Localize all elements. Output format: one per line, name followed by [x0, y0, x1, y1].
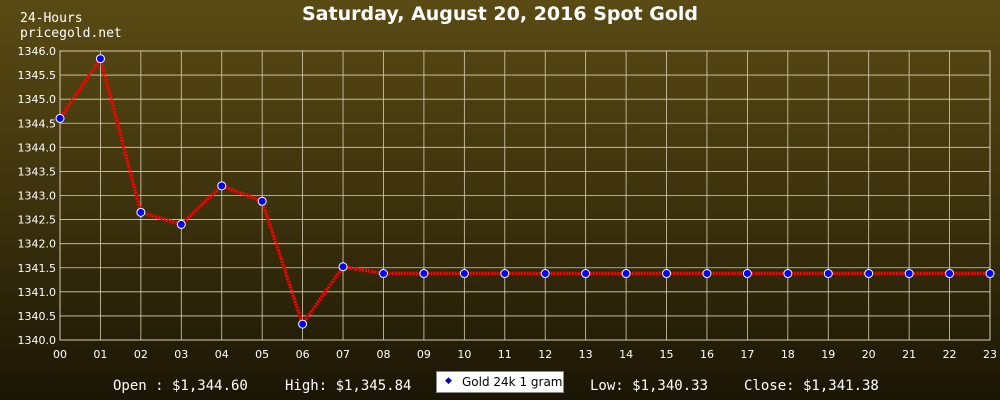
- x-tick-label: 19: [821, 348, 835, 361]
- x-tick-label: 20: [862, 348, 876, 361]
- x-tick-label: 10: [457, 348, 471, 361]
- data-point: [459, 269, 469, 279]
- x-tick-label: 13: [579, 348, 593, 361]
- data-point: [419, 269, 429, 279]
- y-tick-label: 1343.0: [18, 190, 57, 203]
- x-tick-label: 08: [376, 348, 390, 361]
- legend-label: Gold 24k 1 gram: [462, 375, 563, 389]
- data-point: [378, 269, 388, 279]
- x-tick-label: 03: [174, 348, 188, 361]
- data-point: [95, 54, 105, 64]
- legend-marker-icon: ◆: [445, 376, 452, 386]
- y-tick-label: 1342.0: [18, 238, 57, 251]
- stats-bar: Open : $1,344.60 High: $1,345.84 Low: $1…: [0, 376, 1000, 396]
- data-point: [904, 269, 914, 279]
- x-tick-label: 22: [943, 348, 957, 361]
- low-price: Low: $1,340.33: [590, 378, 709, 394]
- y-tick-label: 1340.0: [18, 334, 57, 347]
- y-tick-label: 1341.5: [18, 262, 57, 275]
- data-point: [702, 269, 712, 279]
- data-point: [985, 269, 995, 279]
- x-tick-label: 18: [781, 348, 795, 361]
- y-tick-label: 1342.5: [18, 214, 57, 227]
- period-label: 24-Hours: [20, 11, 83, 26]
- x-tick-label: 17: [740, 348, 754, 361]
- y-tick-label: 1343.5: [18, 165, 57, 178]
- x-tick-label: 12: [538, 348, 552, 361]
- data-point: [257, 196, 267, 206]
- data-point: [581, 269, 591, 279]
- data-point: [55, 113, 65, 123]
- x-tick-label: 06: [296, 348, 310, 361]
- data-point: [136, 207, 146, 217]
- data-point: [338, 262, 348, 272]
- data-point: [945, 269, 955, 279]
- data-point: [864, 269, 874, 279]
- y-tick-label: 1340.5: [18, 310, 57, 323]
- y-tick-label: 1346.0: [18, 45, 57, 58]
- x-tick-label: 02: [134, 348, 148, 361]
- data-point: [742, 269, 752, 279]
- close-price: Close: $1,341.38: [744, 378, 879, 394]
- open-price: Open : $1,344.60: [113, 378, 248, 394]
- chart-legend: ◆ Gold 24k 1 gram: [436, 371, 564, 393]
- data-point: [176, 219, 186, 229]
- y-tick-label: 1344.0: [18, 141, 57, 154]
- high-price: High: $1,345.84: [285, 378, 412, 394]
- x-tick-label: 21: [902, 348, 916, 361]
- data-point: [298, 319, 308, 329]
- x-tick-label: 14: [619, 348, 633, 361]
- x-tick-label: 15: [660, 348, 674, 361]
- data-point: [621, 269, 631, 279]
- source-label: 24-Hours pricegold.net: [20, 11, 122, 41]
- x-tick-label: 07: [336, 348, 350, 361]
- x-tick-label: 11: [498, 348, 512, 361]
- x-tick-label: 00: [53, 348, 67, 361]
- x-tick-label: 04: [215, 348, 229, 361]
- data-point: [662, 269, 672, 279]
- x-tick-label: 01: [93, 348, 107, 361]
- x-tick-label: 05: [255, 348, 269, 361]
- data-point: [217, 181, 227, 191]
- y-tick-label: 1345.5: [18, 69, 57, 82]
- site-label: pricegold.net: [20, 26, 122, 41]
- y-tick-label: 1344.5: [18, 117, 57, 130]
- data-point: [500, 269, 510, 279]
- data-point: [823, 269, 833, 279]
- x-tick-label: 23: [983, 348, 997, 361]
- y-tick-label: 1341.0: [18, 286, 57, 299]
- series-line: [58, 56, 990, 326]
- data-point: [783, 269, 793, 279]
- x-tick-label: 16: [700, 348, 714, 361]
- y-tick-label: 1345.0: [18, 93, 57, 106]
- x-tick-label: 09: [417, 348, 431, 361]
- chart-title: Saturday, August 20, 2016 Spot Gold: [302, 3, 698, 25]
- data-point: [540, 269, 550, 279]
